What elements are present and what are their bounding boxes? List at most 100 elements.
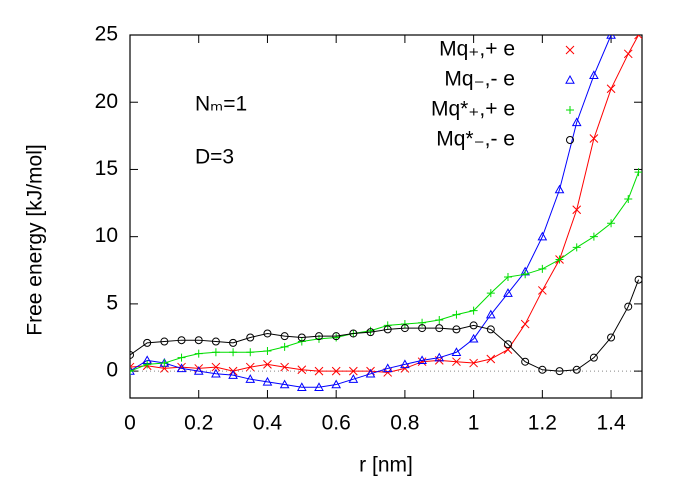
marker [400,324,409,333]
marker [486,289,495,298]
marker [332,333,341,342]
marker [434,352,445,362]
marker [245,362,255,372]
annotation: D=3 [195,146,234,169]
x-tick-label: 0.8 [390,412,419,435]
marker [349,366,358,376]
marker [245,374,256,383]
marker [177,336,186,345]
marker [263,329,272,338]
marker [521,270,530,279]
marker [469,321,478,330]
marker [332,332,341,341]
marker [589,134,599,143]
marker [229,348,238,357]
marker [246,333,255,342]
annotation: Nₘ=1 [195,93,247,116]
series-line [130,35,612,388]
marker [624,302,633,311]
marker [555,255,564,264]
marker [537,231,548,241]
marker [349,329,358,338]
marker [314,382,324,391]
marker [435,316,444,325]
marker [143,360,152,369]
marker [417,357,427,367]
marker [417,355,427,365]
marker [485,309,496,319]
x-axis-label: r [nm] [359,454,413,477]
marker [589,353,598,362]
marker [130,367,134,376]
plot-area [130,35,642,391]
marker [634,275,642,284]
marker [452,357,461,367]
marker [279,379,290,389]
marker [572,365,581,374]
marker [435,324,444,333]
marker [193,366,204,375]
x-tick-label: 0.2 [184,412,213,435]
marker [451,347,462,356]
marker [400,359,410,369]
y-tick-label: 5 [106,291,118,314]
plot-frame [129,34,643,399]
legend-label: Mq*₊,+ e [431,98,515,121]
x-tick-label: 1.2 [528,412,557,435]
marker [468,333,479,343]
marker [624,195,633,204]
marker [469,358,478,368]
legend-label: Mq*₋,- e [436,128,515,151]
marker [571,117,582,127]
marker [296,382,307,391]
marker [280,362,289,372]
marker [452,325,461,334]
marker [160,359,169,368]
marker [503,288,513,297]
marker [280,342,289,351]
marker [160,337,169,346]
legend-marker [565,45,575,55]
marker [211,368,221,378]
marker [194,349,203,358]
marker [503,340,512,349]
marker [538,365,547,374]
marker [521,357,530,366]
marker [418,318,427,327]
marker [382,363,393,373]
y-tick-label: 15 [95,157,118,180]
marker [486,354,496,364]
marker [246,348,255,357]
legend-marker [566,106,574,114]
x-tick-label: 1.4 [596,412,626,435]
marker [228,370,238,379]
marker [331,379,342,389]
marker [606,84,616,94]
marker [589,232,598,241]
marker [634,168,642,177]
marker [366,326,375,335]
marker [194,336,203,345]
marker [452,310,461,319]
marker [469,306,478,315]
legend-label: Mq₊,+ e [439,38,515,61]
marker [366,328,375,337]
marker [211,362,221,372]
marker [589,70,599,80]
legend-marker [566,136,574,144]
marker [418,324,427,333]
x-tick-label: 0.4 [253,412,283,435]
marker [572,243,581,252]
marker [634,35,642,40]
marker [176,363,187,373]
marker [348,374,359,383]
marker [365,368,376,378]
marker [572,205,582,215]
y-tick-label: 0 [106,359,118,382]
marker [520,319,530,329]
marker [607,333,616,342]
y-tick-label: 10 [95,224,118,247]
marker [211,337,220,346]
